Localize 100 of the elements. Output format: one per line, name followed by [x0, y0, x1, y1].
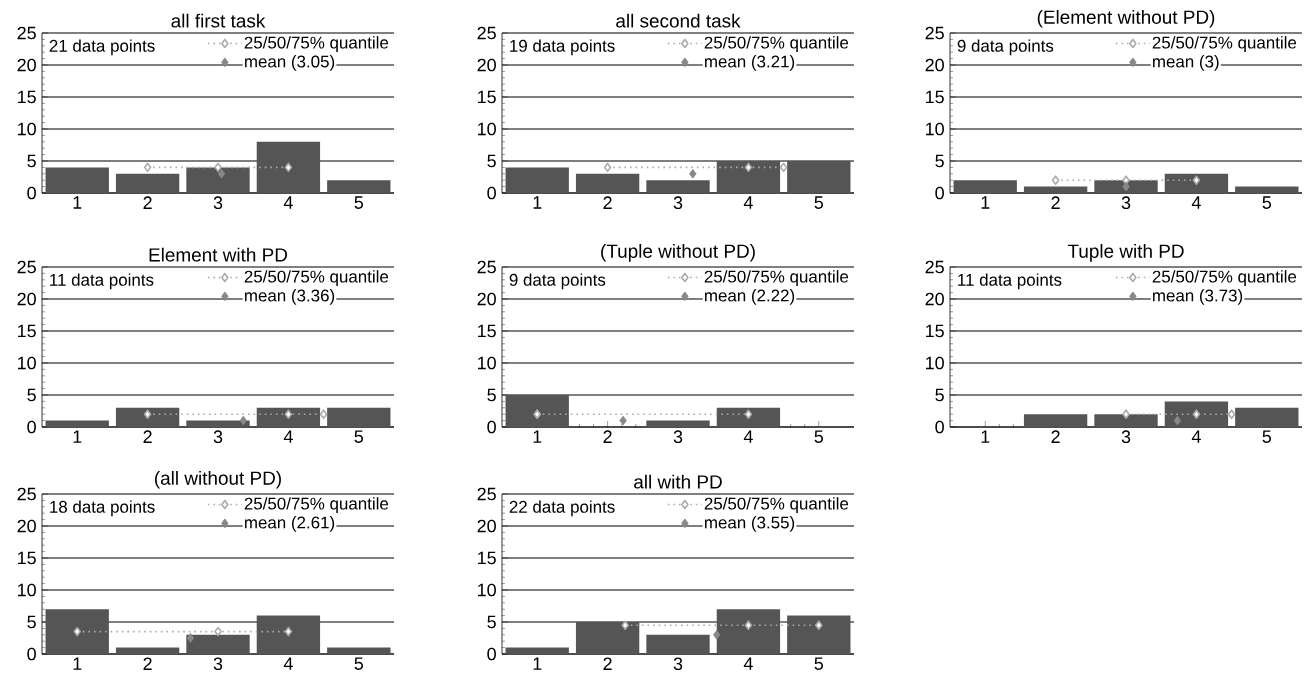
legend-label: mean (3.55)	[705, 516, 795, 532]
bar	[1164, 173, 1229, 193]
x-tick-label: 3	[673, 430, 683, 444]
x-tick-label: 3	[213, 430, 223, 444]
bar	[1094, 180, 1158, 193]
y-tick-label: 10	[478, 122, 496, 136]
x-tick-label: 5	[814, 657, 824, 670]
y-tick-label: 15	[478, 324, 496, 338]
chart-title: (Tuple without PD)	[601, 243, 755, 262]
x-tick-label: 3	[1121, 196, 1131, 210]
x-tick-label: 1	[533, 196, 542, 209]
y-tick-label: 5	[27, 154, 36, 168]
x-tick-label: 4	[283, 430, 293, 443]
y-tick-label: 0	[27, 647, 36, 661]
legend-label: 25/50/75% quantile	[704, 497, 849, 513]
x-tick-label: 5	[814, 430, 824, 443]
x-tick-label: 4	[743, 657, 753, 670]
x-tick-label: 4	[283, 196, 293, 209]
y-tick-label: 25	[477, 487, 496, 501]
y-tick-label: 15	[478, 90, 496, 104]
y-tick-label: 20	[17, 292, 36, 306]
x-tick-label: 2	[1051, 196, 1060, 209]
y-tick-label: 15	[18, 324, 36, 338]
y-tick-label: 10	[18, 356, 36, 370]
y-tick-label: 5	[27, 388, 36, 402]
legend-label: mean (2.61)	[244, 516, 335, 532]
x-tick-label: 1	[533, 657, 542, 670]
x-tick-label: 5	[1262, 430, 1272, 443]
y-tick-label: 25	[17, 260, 36, 274]
bar	[716, 407, 781, 427]
annotation: 9 data points	[509, 273, 606, 290]
x-tick-label: 2	[1051, 430, 1060, 443]
y-tick-label: 5	[487, 615, 496, 629]
y-tick-label: 0	[935, 420, 944, 434]
legend-label: 25/50/75% quantile	[1152, 36, 1297, 52]
x-tick-label: 2	[143, 430, 152, 443]
bar	[186, 167, 250, 193]
annotation: 21 data points	[49, 39, 155, 56]
legend-label: 25/50/75% quantile	[704, 36, 849, 52]
x-tick-label: 2	[603, 430, 612, 443]
bar	[256, 615, 321, 654]
bar	[505, 647, 569, 654]
x-tick-label: 4	[283, 657, 293, 670]
y-tick-label: 10	[478, 583, 496, 597]
bar	[953, 180, 1017, 193]
annotation: 11 data points	[50, 273, 154, 290]
annotation: 9 data points	[957, 39, 1054, 56]
y-tick-label: 25	[17, 26, 36, 40]
y-tick-label: 0	[935, 186, 944, 200]
legend-label: mean (3)	[1153, 55, 1219, 71]
chart-title: all second task	[616, 13, 741, 28]
legend-label: 25/50/75% quantile	[1152, 270, 1297, 286]
chart-title: Tuple with PD	[1067, 243, 1184, 262]
y-tick-label: 10	[926, 122, 944, 136]
x-tick-label: 5	[1262, 196, 1272, 209]
bar	[1164, 401, 1229, 427]
y-tick-label: 15	[926, 90, 944, 104]
legend-label: mean (3.21)	[705, 55, 795, 71]
y-tick-label: 25	[925, 260, 944, 274]
y-tick-label: 5	[27, 615, 36, 629]
y-tick-label: 20	[17, 58, 36, 72]
x-tick-label: 5	[354, 196, 364, 209]
bar	[115, 647, 180, 654]
bar	[716, 609, 781, 654]
y-tick-label: 0	[487, 420, 496, 434]
x-tick-label: 1	[981, 430, 990, 443]
y-tick-label: 20	[17, 519, 36, 533]
y-tick-label: 25	[477, 26, 496, 40]
x-tick-label: 2	[143, 196, 152, 209]
x-tick-label: 3	[213, 196, 223, 210]
y-tick-label: 15	[478, 551, 496, 565]
y-tick-label: 20	[477, 519, 496, 533]
y-tick-label: 0	[487, 647, 496, 661]
y-tick-label: 10	[18, 583, 36, 597]
x-tick-label: 4	[743, 430, 753, 443]
x-tick-label: 2	[603, 657, 612, 670]
y-tick-label: 25	[17, 487, 36, 501]
bar	[575, 622, 640, 654]
legend-label: mean (3.05)	[244, 55, 335, 71]
y-tick-label: 5	[935, 388, 944, 402]
x-tick-label: 5	[354, 657, 364, 670]
x-tick-label: 3	[213, 657, 223, 671]
y-tick-label: 15	[926, 324, 944, 338]
bar	[1023, 186, 1088, 193]
bar	[1094, 414, 1158, 427]
y-tick-label: 20	[477, 292, 496, 306]
x-tick-label: 3	[673, 657, 683, 671]
legend-label: mean (2.22)	[705, 289, 795, 305]
x-tick-label: 4	[743, 196, 753, 209]
legend-label: mean (3.73)	[1153, 289, 1243, 305]
annotation: 11 data points	[958, 273, 1062, 290]
x-tick-label: 2	[603, 196, 612, 209]
x-tick-label: 5	[814, 196, 824, 209]
bar	[646, 634, 710, 654]
chart-title: (Element without PD)	[1037, 9, 1215, 28]
legend-label: 25/50/75% quantile	[244, 497, 389, 513]
chart-title: all with PD	[634, 474, 722, 489]
bar	[1023, 414, 1088, 427]
x-tick-label: 2	[143, 657, 152, 670]
x-tick-label: 4	[1191, 430, 1201, 443]
